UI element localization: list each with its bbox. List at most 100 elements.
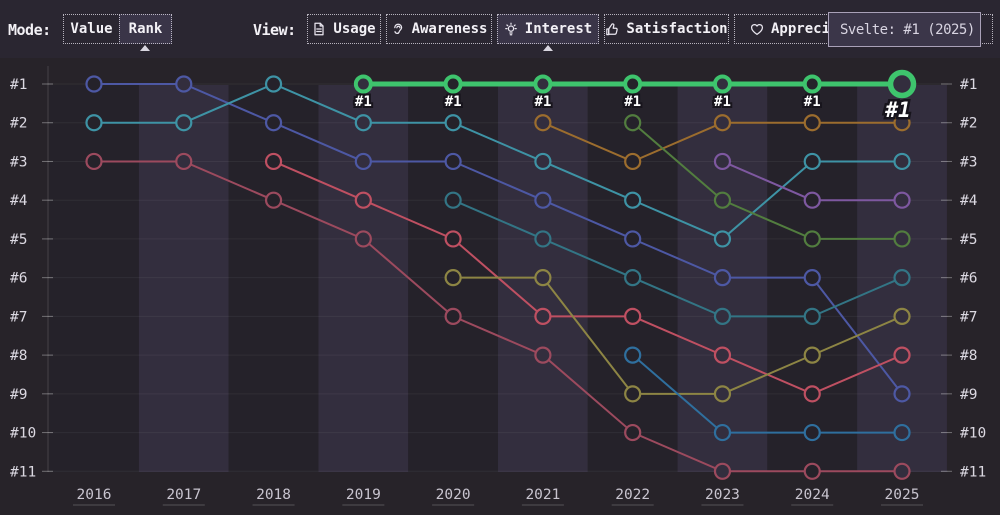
series-amber-point[interactable]: [803, 114, 821, 132]
series-blue-point[interactable]: [624, 346, 642, 364]
series-red-point[interactable]: [354, 191, 372, 209]
series-indigo-point[interactable]: [264, 114, 283, 132]
svelte-rank-label: #1: [355, 94, 372, 110]
series-indigo-point[interactable]: [803, 269, 821, 287]
x-axis-label[interactable]: 2020: [436, 487, 471, 503]
series-olive-point[interactable]: [893, 307, 911, 325]
series-red-point[interactable]: [444, 230, 462, 248]
series-olive-point[interactable]: [713, 385, 732, 403]
series-amber-point[interactable]: [893, 114, 911, 132]
series-teal-point[interactable]: [354, 114, 372, 132]
x-axis-label[interactable]: 2022: [615, 487, 650, 503]
series-teal-dark-point[interactable]: [534, 230, 552, 248]
series-indigo-point[interactable]: [85, 75, 103, 93]
series-green-line[interactable]: [632, 121, 903, 240]
svelte-point[interactable]: [353, 74, 373, 94]
series-olive-point[interactable]: [534, 269, 552, 287]
series-teal-point[interactable]: [85, 114, 103, 132]
series-blue-point[interactable]: [893, 423, 911, 442]
view-button-usage[interactable]: Usage: [307, 14, 381, 44]
series-teal-line[interactable]: [94, 82, 903, 241]
x-axis-label[interactable]: 2019: [346, 487, 381, 503]
svelte-point[interactable]: [533, 74, 553, 94]
series-purple-point[interactable]: [803, 191, 821, 209]
series-green-point[interactable]: [803, 230, 821, 248]
series-blue-line[interactable]: [632, 354, 903, 434]
y-axis-label-right: #7: [960, 309, 977, 325]
series-maroon-point[interactable]: [803, 462, 821, 480]
view-button-interest[interactable]: Interest: [497, 14, 599, 44]
svelte-point[interactable]: [623, 74, 643, 94]
series-olive-point[interactable]: [444, 269, 462, 287]
series-teal-point[interactable]: [444, 114, 462, 132]
series-teal-point[interactable]: [803, 152, 821, 171]
series-teal-dark-point[interactable]: [624, 269, 642, 287]
x-axis-label[interactable]: 2018: [256, 487, 291, 503]
series-amber-point[interactable]: [624, 152, 642, 171]
x-axis-label[interactable]: 2016: [77, 487, 112, 503]
series-olive-point[interactable]: [803, 346, 821, 364]
series-teal-point[interactable]: [893, 152, 911, 171]
series-red-point[interactable]: [713, 346, 732, 364]
series-red-point[interactable]: [534, 307, 552, 325]
series-red-point[interactable]: [893, 346, 911, 364]
view-button-awareness[interactable]: Awareness: [386, 14, 492, 44]
series-maroon-point[interactable]: [893, 462, 911, 480]
series-teal-dark-point[interactable]: [803, 307, 821, 325]
series-teal-point[interactable]: [264, 75, 283, 93]
series-teal-dark-point[interactable]: [713, 307, 732, 325]
series-amber-point[interactable]: [713, 114, 732, 132]
svelte-point[interactable]: [802, 74, 822, 94]
series-teal-dark-point[interactable]: [444, 191, 462, 209]
svelte-point[interactable]: [887, 69, 917, 99]
series-indigo-point[interactable]: [624, 230, 642, 248]
mode-button-rank-label: Rank: [128, 21, 163, 37]
x-axis-label[interactable]: 2023: [705, 487, 740, 503]
series-maroon-point[interactable]: [444, 307, 462, 325]
series-maroon-line[interactable]: [94, 160, 903, 473]
series-maroon-point[interactable]: [85, 152, 103, 171]
series-teal-point[interactable]: [175, 114, 193, 132]
x-axis-label[interactable]: 2025: [885, 487, 920, 503]
series-red-point[interactable]: [624, 307, 642, 325]
series-purple-point[interactable]: [713, 152, 732, 171]
mode-button-rank[interactable]: Rank: [119, 14, 172, 44]
series-maroon-point[interactable]: [624, 423, 642, 442]
x-axis-label[interactable]: 2021: [525, 487, 560, 503]
x-axis-label[interactable]: 2024: [795, 487, 830, 503]
series-green-point[interactable]: [713, 191, 732, 209]
series-red-point[interactable]: [803, 385, 821, 403]
series-teal-point[interactable]: [624, 191, 642, 209]
series-maroon-point[interactable]: [534, 346, 552, 364]
series-teal-dark-point[interactable]: [893, 269, 911, 287]
series-teal-point[interactable]: [713, 230, 732, 248]
series-teal-dark-line[interactable]: [452, 199, 903, 318]
series-amber-point[interactable]: [534, 114, 552, 132]
series-maroon-point[interactable]: [175, 152, 193, 171]
series-green-point[interactable]: [624, 114, 642, 132]
series-teal-point[interactable]: [534, 152, 552, 171]
svelte-point[interactable]: [443, 74, 463, 94]
series-indigo-point[interactable]: [444, 152, 462, 171]
series-blue-point[interactable]: [713, 423, 732, 442]
view-button-satisfaction[interactable]: Satisfaction: [604, 14, 729, 44]
series-maroon-point[interactable]: [713, 462, 732, 480]
series-indigo-point[interactable]: [354, 152, 372, 171]
series-indigo-point[interactable]: [713, 269, 732, 287]
series-green-point[interactable]: [893, 230, 911, 248]
series-indigo-point[interactable]: [534, 191, 552, 209]
series-olive-point[interactable]: [624, 385, 642, 403]
x-axis-label[interactable]: 2017: [166, 487, 201, 503]
series-maroon-point[interactable]: [354, 230, 372, 248]
selected-mode-caret: [140, 45, 150, 51]
series-indigo-point[interactable]: [175, 75, 193, 93]
series-red-point[interactable]: [264, 152, 283, 171]
svelte-point[interactable]: [712, 74, 732, 94]
mode-button-value[interactable]: Value: [63, 14, 120, 44]
series-purple-point[interactable]: [893, 191, 911, 209]
series-red-line[interactable]: [273, 160, 903, 395]
series-indigo-point[interactable]: [893, 385, 911, 403]
series-blue-point[interactable]: [803, 423, 821, 442]
series-maroon-point[interactable]: [264, 191, 283, 209]
